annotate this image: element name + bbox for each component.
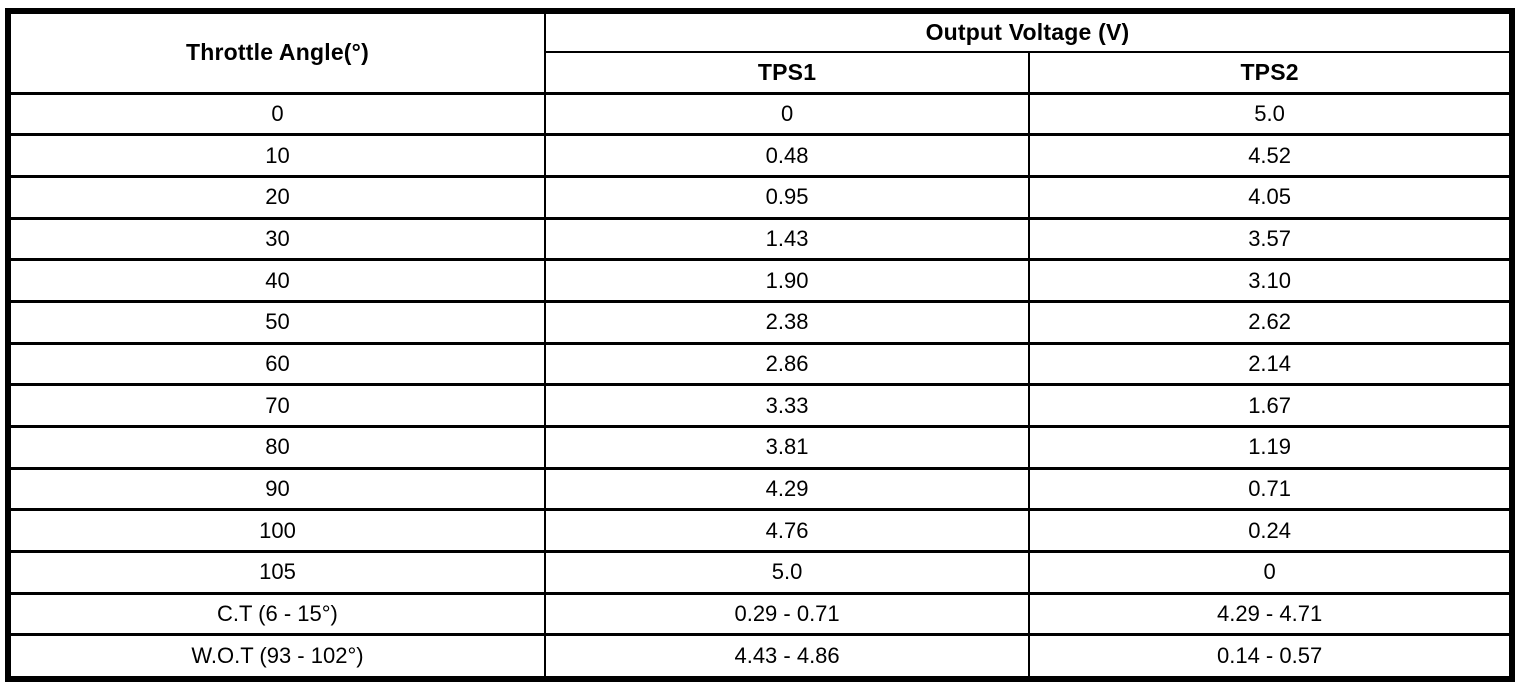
table-row: 40 1.90 3.10 [7,258,1513,303]
angle-cell: 10 [7,133,546,178]
tps1-cell: 3.33 [543,383,1031,428]
table-row: 105 5.0 0 [7,550,1513,595]
table-row: 100 4.76 0.24 [7,508,1513,554]
tps1-cell: 0.48 [543,133,1031,178]
tps2-cell: 1.19 [1028,425,1513,470]
tps2-cell: 2.14 [1028,341,1513,387]
tps1-cell: 2.38 [543,299,1031,345]
tps2-cell: 4.05 [1028,174,1513,220]
tps1-cell: 5.0 [543,550,1031,595]
tps2-cell: 4.29 - 4.71 [1028,591,1513,637]
angle-cell: C.T (6 - 15°) [7,591,546,637]
tps1-cell: 0 [543,91,1031,137]
table-row: 30 1.43 3.57 [7,216,1513,262]
tps2-cell: 1.67 [1028,383,1513,428]
tps1-cell: 1.90 [543,258,1031,303]
table-row: 0 0 5.0 [7,91,1513,137]
output-voltage-group-header: Output Voltage (V) [543,10,1514,53]
tps2-cell: 0.14 - 0.57 [1028,633,1513,681]
tps2-cell: 0 [1028,550,1513,595]
tps1-cell: 0.95 [543,174,1031,220]
tps1-cell: 2.86 [543,341,1031,387]
table-row: C.T (6 - 15°) 0.29 - 0.71 4.29 - 4.71 [7,591,1513,637]
angle-cell: 100 [7,508,546,554]
table-row: 70 3.33 1.67 [7,383,1513,428]
table-row: 50 2.38 2.62 [7,299,1513,345]
tps1-cell: 0.29 - 0.71 [543,591,1031,637]
tps1-cell: 4.29 [543,466,1031,512]
angle-cell: 20 [7,174,546,220]
tps1-cell: 3.81 [543,425,1031,470]
table-row: 60 2.86 2.14 [7,341,1513,387]
tps1-cell: 4.76 [543,508,1031,554]
angle-cell: W.O.T (93 - 102°) [7,633,546,681]
tps2-cell: 0.24 [1028,508,1513,554]
angle-cell: 0 [7,91,546,137]
tps2-cell: 3.57 [1028,216,1513,262]
table-row: 20 0.95 4.05 [7,174,1513,220]
angle-cell: 30 [7,216,546,262]
tps2-cell: 0.71 [1028,466,1513,512]
tps1-cell: 4.43 - 4.86 [543,633,1031,681]
angle-cell: 90 [7,466,546,512]
angle-cell: 40 [7,258,546,303]
tps2-cell: 2.62 [1028,299,1513,345]
throttle-angle-header: Throttle Angle(°) [7,10,546,94]
table-row: 80 3.81 1.19 [7,425,1513,470]
angle-cell: 80 [7,425,546,470]
tps2-cell: 5.0 [1028,91,1513,137]
angle-cell: 50 [7,299,546,345]
tps2-header: TPS2 [1028,51,1513,94]
table-header: Throttle Angle(°) Output Voltage (V) TPS… [7,10,1514,94]
tps2-cell: 4.52 [1028,133,1513,178]
angle-cell: 60 [7,341,546,387]
table-body: 0 0 5.0 10 0.48 4.52 20 0.95 4.05 30 1.4… [7,91,1513,681]
angle-cell: 70 [7,383,546,428]
angle-cell: 105 [7,550,546,595]
header-row-sub: TPS1 TPS2 [8,51,1513,94]
tps-output-voltage-table: Throttle Angle(°) Output Voltage (V) TPS… [5,8,1515,682]
table-row: 10 0.48 4.52 [7,133,1513,178]
table-row: 90 4.29 0.71 [7,466,1513,512]
header-row-group: Throttle Angle(°) Output Voltage (V) [7,10,1514,94]
table-row: W.O.T (93 - 102°) 4.43 - 4.86 0.14 - 0.5… [7,633,1513,681]
tps2-cell: 3.10 [1028,258,1513,303]
tps1-cell: 1.43 [543,216,1031,262]
tps1-header: TPS1 [543,51,1031,94]
